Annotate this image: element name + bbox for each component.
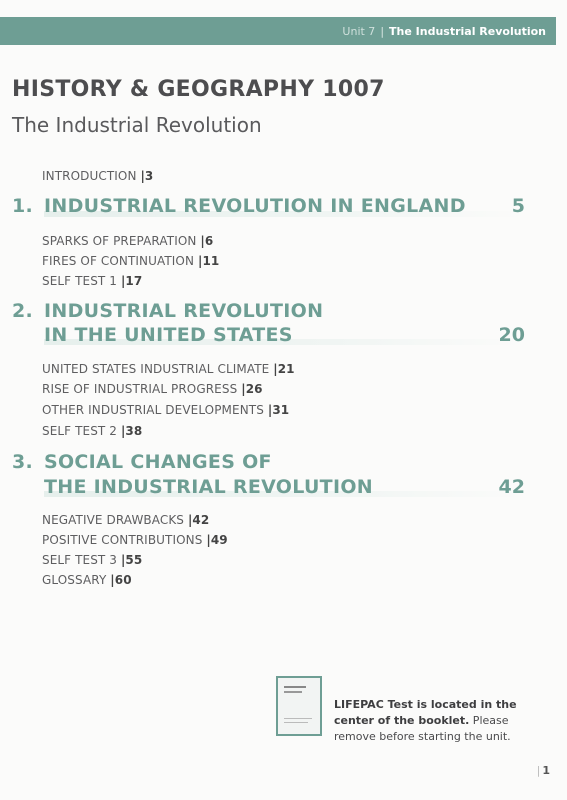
page-subtitle: The Industrial Revolution: [12, 113, 262, 137]
section-number: 2.: [12, 300, 34, 322]
toc-item[interactable]: GLOSSARY |60: [42, 573, 132, 587]
toc-item[interactable]: SELF TEST 2 |38: [42, 424, 142, 438]
page-number-bar: |: [536, 764, 541, 777]
page-number-value: 1: [542, 764, 550, 777]
toc-item-label: INTRODUCTION: [42, 169, 137, 183]
toc-item[interactable]: FIRES OF CONTINUATION |11: [42, 254, 219, 268]
toc-item-label: POSITIVE CONTRIBUTIONS: [42, 533, 203, 547]
toc-item-label: OTHER INDUSTRIAL DEVELOPMENTS: [42, 403, 264, 417]
toc-item-page: |26: [241, 382, 263, 396]
toc-item-label: GLOSSARY: [42, 573, 107, 587]
toc-item[interactable]: OTHER INDUSTRIAL DEVELOPMENTS |31: [42, 403, 289, 417]
toc-item-page: |6: [200, 234, 214, 248]
header-title: The Industrial Revolution: [389, 24, 546, 38]
page-title: HISTORY & GEOGRAPHY 1007: [12, 77, 385, 102]
section-1-page: 5: [511, 195, 525, 217]
toc-item-page: |11: [197, 254, 220, 268]
toc-item-page: |55: [120, 553, 143, 567]
page-number: | 1: [537, 764, 550, 777]
toc-item-label: UNITED STATES INDUSTRIAL CLIMATE: [42, 362, 270, 376]
section-1-heading[interactable]: 1. INDUSTRIAL REVOLUTION IN ENGLAND: [12, 195, 466, 217]
section-number: 1.: [12, 195, 34, 217]
toc-item-label: FIRES OF CONTINUATION: [42, 254, 195, 268]
section-title-line-2: THE INDUSTRIAL REVOLUTION: [44, 476, 373, 498]
toc-item[interactable]: NEGATIVE DRAWBACKS |42: [42, 513, 209, 527]
section-title-line-1: SOCIAL CHANGES OF: [44, 451, 272, 473]
header-separator: |: [380, 24, 385, 38]
section-3-page: 42: [498, 476, 525, 498]
header-unit: Unit 7: [342, 24, 376, 38]
toc-item[interactable]: RISE OF INDUSTRIAL PROGRESS |26: [42, 382, 263, 396]
toc-item-page: |60: [110, 573, 132, 587]
lifepac-test-note: LIFEPAC Test is located in the center of…: [334, 697, 524, 745]
toc-item-page: |42: [187, 513, 210, 527]
section-title-line-2: IN THE UNITED STATES: [44, 324, 293, 346]
section-rule: [44, 491, 526, 497]
section-rule: [44, 211, 526, 217]
section-rule: [44, 339, 526, 345]
note-bold-text: LIFEPAC Test is located in the center of…: [334, 698, 517, 727]
note-text: Please remove before starting the unit.: [334, 714, 511, 743]
toc-item[interactable]: SPARKS OF PREPARATION |6: [42, 234, 213, 248]
section-3-heading[interactable]: 3. SOCIAL CHANGES OF: [12, 451, 272, 473]
section-2-heading-line-2[interactable]: IN THE UNITED STATES: [12, 324, 293, 346]
toc-item[interactable]: SELF TEST 3 |55: [42, 553, 142, 567]
booklet-thumbnail-icon: [276, 676, 322, 736]
section-2-page: 20: [498, 324, 525, 346]
section-number: 3.: [12, 451, 34, 473]
toc-item[interactable]: POSITIVE CONTRIBUTIONS |49: [42, 533, 228, 547]
toc-item-label: SELF TEST 1: [42, 274, 118, 288]
toc-item-introduction[interactable]: INTRODUCTION |3: [42, 169, 153, 183]
toc-item-page: |38: [120, 424, 143, 438]
toc-item[interactable]: SELF TEST 1 |17: [42, 274, 142, 288]
toc-item-label: NEGATIVE DRAWBACKS: [42, 513, 185, 527]
toc-item-label: RISE OF INDUSTRIAL PROGRESS: [42, 382, 238, 396]
section-title-line-1: INDUSTRIAL REVOLUTION: [44, 300, 324, 322]
toc-item[interactable]: UNITED STATES INDUSTRIAL CLIMATE |21: [42, 362, 295, 376]
toc-item-label: SELF TEST 3: [42, 553, 118, 567]
toc-item-label: SELF TEST 2: [42, 424, 118, 438]
toc-item-page: |17: [120, 274, 143, 288]
toc-item-page: |31: [267, 403, 290, 417]
section-2-heading[interactable]: 2. INDUSTRIAL REVOLUTION: [12, 300, 323, 322]
toc-item-label: SPARKS OF PREPARATION: [42, 234, 197, 248]
toc-item-page: |3: [140, 169, 154, 183]
header-bar: Unit 7 | The Industrial Revolution: [0, 17, 556, 45]
toc-item-page: |49: [206, 533, 228, 547]
toc-item-page: |21: [273, 362, 295, 376]
section-title: INDUSTRIAL REVOLUTION IN ENGLAND: [44, 195, 466, 217]
section-3-heading-line-2[interactable]: THE INDUSTRIAL REVOLUTION: [12, 476, 373, 498]
